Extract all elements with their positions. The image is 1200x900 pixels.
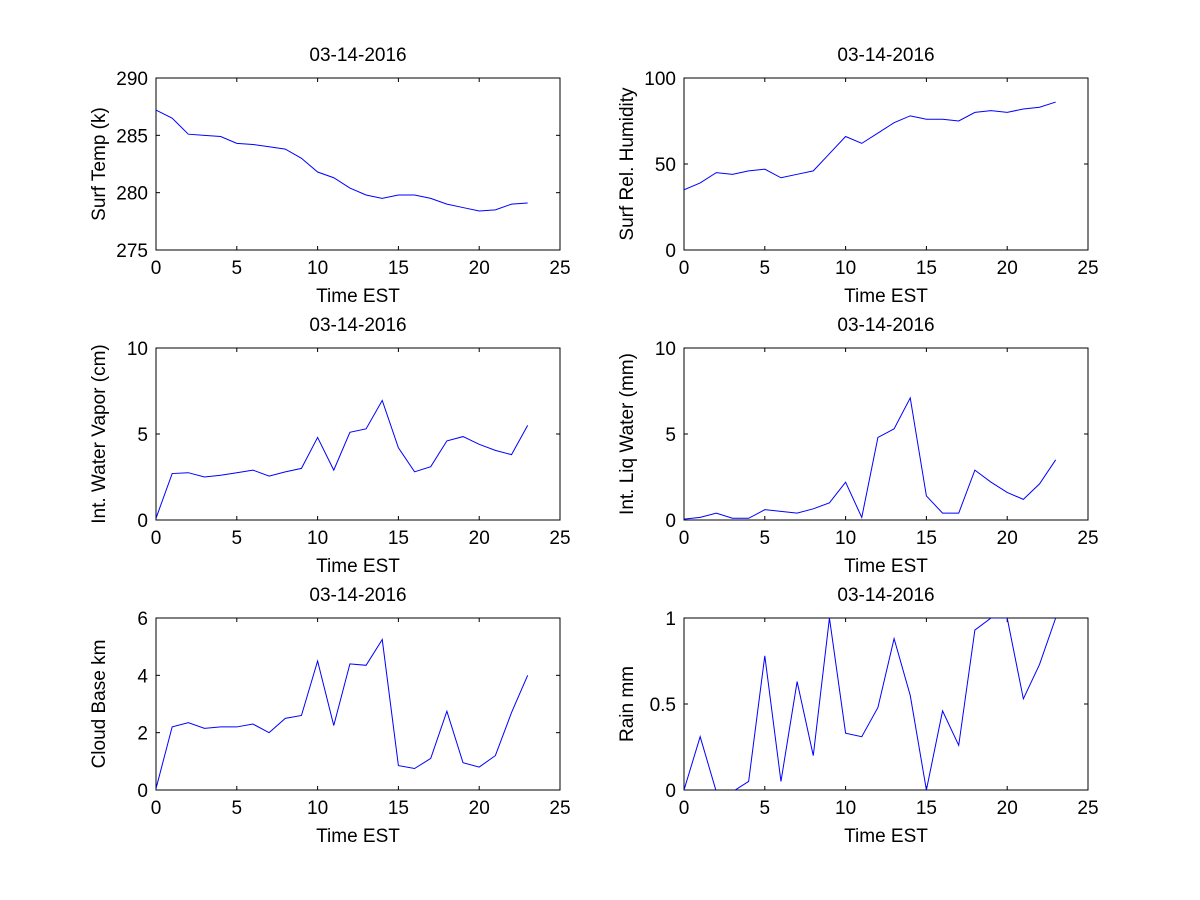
y-tick-label: 4 xyxy=(137,666,148,687)
y-tick-label: 0 xyxy=(137,781,148,802)
x-axis-label: Time EST xyxy=(316,826,400,847)
x-axis-label: Time EST xyxy=(844,556,928,577)
subplot-4: 0 5 10 15 20 25 0 5 10 03-14-2016 Time EST Int. Liq… xyxy=(617,315,1099,577)
y-axis-label: Int. Water Vapor (cm) xyxy=(89,344,110,523)
series-line xyxy=(684,396,1057,520)
x-axis-label: Time EST xyxy=(316,286,400,307)
x-tick-label: 5 xyxy=(232,798,243,819)
y-tick-label: 0.5 xyxy=(650,695,676,716)
x-tick-label: 10 xyxy=(307,258,328,279)
x-tick-label: 5 xyxy=(760,528,771,549)
y-axis-label: Rain mm xyxy=(617,666,638,742)
axes-frame xyxy=(683,77,1089,251)
y-tick-label: 10 xyxy=(127,339,148,360)
x-tick-label: 20 xyxy=(469,528,490,549)
y-tick-label: 275 xyxy=(116,241,148,262)
series-line xyxy=(156,638,529,789)
y-axis-label: Surf Rel. Humidity xyxy=(617,87,638,241)
axes-frame xyxy=(683,617,1089,791)
series-line xyxy=(156,399,529,519)
x-tick-label: 20 xyxy=(997,798,1018,819)
y-tick-label: 285 xyxy=(116,126,148,147)
y-tick-label: 0 xyxy=(665,511,676,532)
x-tick-label: 0 xyxy=(679,798,690,819)
axes-frame xyxy=(155,347,561,521)
chart-title: 03-14-2016 xyxy=(309,585,406,606)
x-tick-label: 20 xyxy=(469,798,490,819)
x-tick-label: 15 xyxy=(388,798,409,819)
x-tick-label: 20 xyxy=(997,258,1018,279)
series-line xyxy=(684,101,1056,191)
chart-title: 03-14-2016 xyxy=(837,585,934,606)
subplot-1: 0 5 10 15 20 25 275 280 285 290 03-14-2016 Time EST… xyxy=(89,45,571,307)
x-tick-label: 25 xyxy=(549,258,570,279)
y-tick-label: 1 xyxy=(665,609,676,630)
chart-title: 03-14-2016 xyxy=(309,315,406,336)
y-tick-label: 0 xyxy=(137,511,148,532)
x-axis-label: Time EST xyxy=(844,826,928,847)
y-tick-label: 100 xyxy=(644,69,676,90)
chart-title: 03-14-2016 xyxy=(309,45,406,66)
x-axis-label: Time EST xyxy=(316,556,400,577)
y-tick-label: 290 xyxy=(116,69,148,90)
x-tick-label: 15 xyxy=(916,258,937,279)
x-axis-label: Time EST xyxy=(844,286,928,307)
x-tick-label: 10 xyxy=(835,528,856,549)
x-tick-label: 10 xyxy=(307,528,328,549)
x-tick-label: 15 xyxy=(916,798,937,819)
series-line xyxy=(684,618,1057,790)
x-tick-label: 10 xyxy=(835,258,856,279)
y-tick-label: 2 xyxy=(137,724,148,745)
axes-frame xyxy=(683,347,1089,521)
x-tick-label: 10 xyxy=(307,798,328,819)
x-tick-label: 5 xyxy=(760,798,771,819)
x-tick-label: 0 xyxy=(151,528,162,549)
x-tick-label: 5 xyxy=(232,258,243,279)
axes-frame xyxy=(155,77,561,251)
axes-frame xyxy=(155,617,561,791)
chart-title: 03-14-2016 xyxy=(837,315,934,336)
subplot-3: 0 5 10 15 20 25 0 5 10 03-14-2016 Time EST Int. Wat… xyxy=(89,315,571,577)
y-axis-label: Cloud Base km xyxy=(89,640,110,769)
x-tick-label: 25 xyxy=(1077,798,1098,819)
x-tick-label: 20 xyxy=(997,528,1018,549)
chart-title: 03-14-2016 xyxy=(837,45,934,66)
y-axis-label: Int. Liq Water (mm) xyxy=(617,353,638,515)
x-tick-label: 10 xyxy=(835,798,856,819)
y-tick-label: 6 xyxy=(137,609,148,630)
x-tick-label: 15 xyxy=(388,258,409,279)
subplot-6: 0 5 10 15 20 25 0 0.5 1 03-14-2016 Time EST Rain mm xyxy=(617,585,1099,847)
y-axis-label: Surf Temp (k) xyxy=(89,107,110,221)
y-tick-label: 50 xyxy=(655,155,676,176)
x-tick-label: 15 xyxy=(388,528,409,549)
x-tick-label: 0 xyxy=(679,528,690,549)
x-tick-label: 25 xyxy=(1077,258,1098,279)
y-tick-label: 0 xyxy=(665,241,676,262)
x-tick-label: 25 xyxy=(549,798,570,819)
x-tick-label: 5 xyxy=(760,258,771,279)
x-tick-label: 25 xyxy=(1077,528,1098,549)
x-tick-label: 15 xyxy=(916,528,937,549)
y-tick-label: 5 xyxy=(137,425,148,446)
y-tick-label: 10 xyxy=(655,339,676,360)
subplot-5: 0 5 10 15 20 25 0 2 4 6 03-14-2016 Time EST Cloud Ba… xyxy=(89,585,571,847)
x-tick-label: 5 xyxy=(232,528,243,549)
series-line xyxy=(156,109,528,212)
y-tick-label: 280 xyxy=(116,184,148,205)
x-tick-label: 0 xyxy=(679,258,690,279)
y-tick-label: 5 xyxy=(665,425,676,446)
x-tick-label: 25 xyxy=(549,528,570,549)
y-tick-label: 0 xyxy=(665,781,676,802)
x-tick-label: 0 xyxy=(151,798,162,819)
x-tick-label: 20 xyxy=(469,258,490,279)
x-tick-label: 0 xyxy=(151,258,162,279)
subplot-2: 0 5 10 15 20 25 0 50 100 03-14-2016 Time EST Surf R… xyxy=(617,45,1099,307)
